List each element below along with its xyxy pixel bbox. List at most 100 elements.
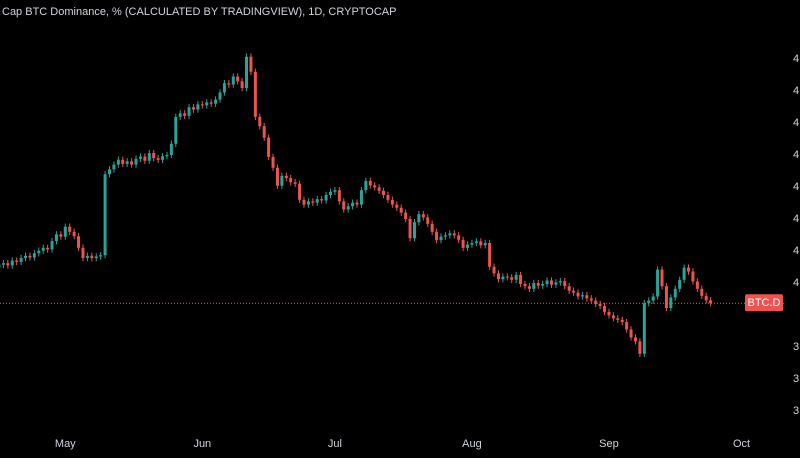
candle-body (532, 283, 536, 289)
y-tick-label: 4 (793, 117, 799, 129)
candle-body (620, 319, 624, 323)
y-tick-label: 3 (793, 405, 799, 417)
candle-body (576, 292, 580, 297)
candle-body (647, 300, 651, 304)
candle-body (651, 296, 655, 301)
candle-body (77, 236, 81, 248)
candle-body (240, 81, 244, 89)
candle-body (196, 104, 200, 110)
candle-body (435, 231, 439, 241)
candle-body (594, 300, 598, 304)
candle-body (505, 276, 509, 278)
candle-body (63, 226, 67, 237)
candle-body (607, 311, 611, 316)
candle-body (390, 199, 394, 205)
candle-body (589, 298, 593, 301)
candle-body (457, 235, 461, 240)
candle-body (580, 295, 584, 297)
candle-body (249, 56, 253, 72)
candle-body (373, 185, 377, 188)
candle-body (85, 255, 89, 259)
candle-body (642, 303, 646, 354)
candle-body (0, 264, 1, 268)
candle-body (324, 194, 328, 201)
x-tick-label: Sep (599, 438, 619, 450)
candle-body (15, 260, 19, 262)
candle-body (479, 241, 483, 246)
candle-body (284, 175, 288, 179)
candle-body (108, 169, 111, 175)
candle-body (611, 315, 615, 319)
candle-body (19, 258, 23, 262)
candle-body (32, 253, 36, 258)
candle-body (558, 281, 562, 283)
candle-body (293, 182, 297, 184)
candle-body (585, 295, 589, 299)
candle-body (673, 288, 677, 298)
plot-area (0, 53, 784, 357)
candle-body (227, 83, 231, 85)
candle-body (492, 266, 496, 274)
candle-body (351, 202, 355, 207)
candle-body (496, 273, 500, 280)
candle-body (143, 156, 147, 161)
candle-body (289, 178, 293, 183)
candle-body (275, 167, 279, 186)
candle-body (130, 161, 134, 165)
candle-body (222, 83, 226, 93)
candle-body (448, 233, 452, 236)
candle-body (183, 113, 187, 116)
candle-body (10, 260, 14, 266)
x-tick-label: Oct (733, 438, 750, 450)
y-tick-label: 4 (793, 85, 799, 97)
candle-body (519, 275, 523, 284)
candle-body (633, 337, 637, 342)
candle-body (24, 255, 28, 259)
candle-body (691, 271, 695, 282)
candle-body (187, 107, 191, 116)
candle-body (68, 226, 72, 232)
candle-body (6, 263, 10, 266)
candle-body (669, 297, 673, 309)
candle-body (178, 113, 182, 117)
y-tick-label: 4 (793, 181, 799, 193)
candle-body (417, 214, 421, 223)
candle-body (687, 267, 691, 272)
candle-body (46, 247, 50, 250)
candle-body (218, 92, 222, 100)
candle-body (311, 201, 315, 203)
candle-body (470, 243, 474, 245)
candle-body (99, 255, 103, 257)
candle-body (572, 290, 576, 293)
y-tick-label: 4 (793, 277, 799, 289)
candle-body (200, 104, 204, 106)
candle-body (231, 76, 235, 85)
candle-body (116, 159, 120, 165)
y-tick-label: 4 (793, 213, 799, 225)
candle-body (523, 283, 527, 287)
candle-body (386, 194, 390, 200)
candle-body (598, 303, 602, 307)
chart-title: Cap BTC Dominance, % (CALCULATED BY TRAD… (2, 6, 396, 18)
x-tick-label: Aug (462, 438, 482, 450)
candle-body (90, 255, 94, 259)
candle-body (205, 102, 209, 106)
candle-body (174, 116, 178, 144)
candle-body (161, 156, 165, 160)
candle-body (333, 190, 337, 192)
candle-body (439, 236, 443, 241)
candle-body (488, 243, 492, 267)
candle-body (37, 250, 41, 254)
candle-body (121, 159, 125, 164)
candle-body (94, 256, 98, 259)
candle-body (483, 243, 487, 246)
candle-body (461, 239, 465, 248)
candle-body (245, 56, 249, 89)
candle-body (236, 76, 240, 82)
candle-body (395, 204, 399, 208)
candle-body (399, 207, 403, 213)
y-tick-label: 3 (793, 341, 799, 353)
candle-body (152, 153, 156, 159)
